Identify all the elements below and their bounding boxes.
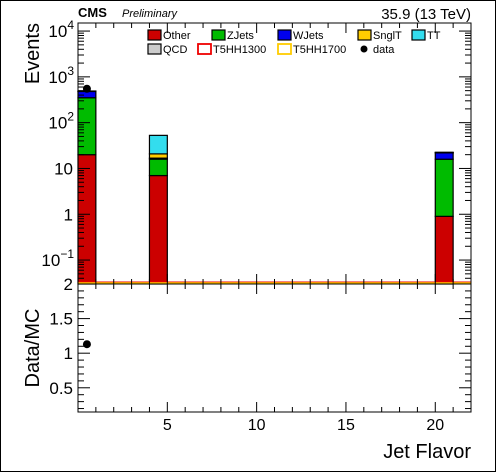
legend-item-qcd: QCD [147,43,188,56]
bar-tt-bin-1 [148,134,168,155]
x-tick-label-2: 15 [337,417,355,434]
ratio-markers [82,340,91,349]
legend-label: T5HH1300 [213,44,266,56]
x-axis-label: Jet Flavor [383,441,471,463]
data-markers [82,84,91,93]
legend-swatch [411,29,426,41]
legend-item-data: data [360,44,395,56]
bottom-y-ticks: 0.5 1 1.5 2 [49,275,471,410]
top-y-tick-label-2: 10 [54,159,73,178]
bottom-y-tick-label-2: 1.5 [49,310,73,329]
top-y-tick-label-0: 10−1 [41,247,74,270]
legend-swatch [147,29,162,41]
bar-zjets-bin-1 [148,158,168,177]
legend-label: SnglT [373,30,402,42]
legend-label: data [373,44,395,56]
legend-swatch [211,29,226,41]
legend-swatch [277,29,292,41]
bottom-x-ticks: 5 10 15 20 [77,284,472,434]
legend-item-other: Other [147,29,191,42]
legend-label: TT [427,30,441,42]
bottom-y-tick-label-3: 2 [64,275,73,294]
legend: Other ZJets WJets SnglT TT QCD T5HH1300 T5HH170… [147,29,441,56]
lumi-label: 35.9 (13 TeV) [381,6,471,23]
top-y-tick-label-3: 102 [48,110,74,133]
legend-item-zjets: ZJets [211,29,254,42]
legend-label: QCD [163,44,188,56]
top-y-tick-label-1: 1 [64,205,73,224]
legend-item-snglt: SnglT [357,29,402,42]
legend-item-t5hh1700: T5HH1700 [277,43,346,56]
legend-label: T5HH1700 [293,44,346,56]
bottom-y-tick-label-0: 0.5 [49,379,73,398]
legend-item-wjets: WJets [277,29,324,42]
top-panel: 10−1 1 10 102 103 104 Events Other ZJets WJets S… [22,18,472,285]
preliminary-label: Preliminary [122,8,179,20]
top-y-axis-label: Events [22,23,44,84]
ratio-point-0 [82,340,91,349]
x-tick-label-3: 20 [426,417,444,434]
x-tick-label-0: 5 [163,417,172,434]
legend-swatch [147,43,162,55]
bar-other-bin-2 [434,215,454,285]
bar-snglt-bin-1 [148,153,168,159]
cms-label: CMS [78,5,107,20]
legend-label: ZJets [227,30,254,42]
bar-zjets-bin-2 [434,158,454,217]
data-point-0 [82,84,91,93]
x-tick-label-1: 10 [248,417,266,434]
legend-swatch [277,43,292,55]
top-x-ticks [77,23,472,284]
bottom-y-axis-label: Data/MC [22,309,44,388]
top-y-ticks: 10−1 1 10 102 103 104 [41,18,471,285]
legend-label: Other [163,30,191,42]
bar-other-bin-1 [148,174,168,285]
bottom-y-tick-label-1: 1 [64,344,73,363]
bar-wjets-bin-2 [434,152,454,160]
legend-item-tt: TT [411,29,441,42]
legend-swatch [357,29,372,41]
legend-item-t5hh1300: T5HH1300 [197,43,266,56]
legend-marker [360,45,368,53]
bottom-panel: 0.5 1 1.5 2 5 10 15 20 Data/MC Jet Flavor [22,275,472,463]
legend-swatch [197,43,212,55]
top-y-tick-label-4: 103 [48,64,74,87]
top-y-tick-label-5: 104 [48,18,74,41]
legend-label: WJets [293,30,324,42]
